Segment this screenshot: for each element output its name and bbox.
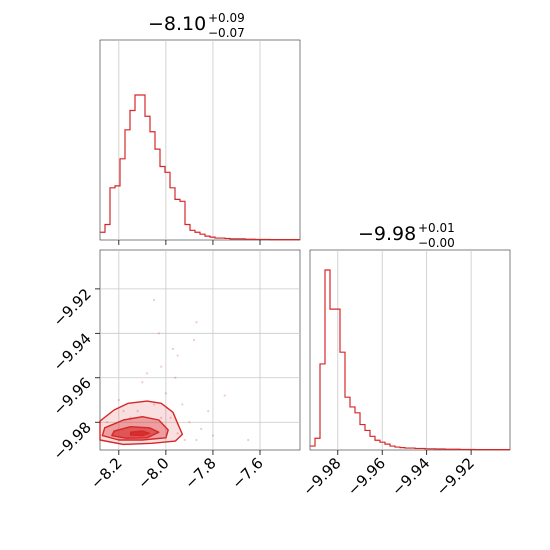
histogram-line-x [100,94,300,241]
scatter-point [136,410,139,413]
scatter-point [195,321,198,324]
scatter-point [157,332,160,335]
title-x-plus: +0.09 [208,11,245,25]
x-tick-label: −7.8 [181,454,219,492]
scatter-point [195,438,198,442]
scatter-point [211,434,215,437]
scatter-point [164,392,167,395]
scatter-point [141,381,144,384]
panel-bottom-right: −9.98 −9.96 −9.94 −9.92 −9.98 +0.01 −0.00 [299,221,511,499]
panel-top-left: −8.10 +0.09 −0.07 [99,11,301,245]
scatter-point [176,354,179,357]
panel-top-left-frame [99,39,301,241]
scatter-point [160,416,163,419]
x-tick-label: −8.2 [87,454,125,492]
x-tick-label: −9.94 [388,454,433,499]
scatter-point [176,432,179,435]
scatter-point [193,338,196,342]
scatter-point [160,365,163,368]
title-y-plus: +0.01 [418,221,455,235]
scatter-point [169,416,172,419]
y-tick-label: −9.94 [50,329,95,374]
x-tick-label: −9.98 [299,454,344,499]
panel-bottom-left-frame [99,249,301,451]
scatter-point [181,403,184,406]
x-tick-label: −8.0 [134,454,172,492]
scatter-point [117,398,120,402]
scatter-point [207,410,210,413]
y-tick-label: −9.98 [50,418,95,463]
title-y-value: −9.98 [358,223,416,245]
scatter-point [247,438,250,442]
y-tick-label: −9.92 [50,285,95,330]
title-x-value: −8.10 [148,13,206,35]
histogram-line-y [310,269,510,451]
contour-core [129,430,151,437]
title-x-minus: −0.07 [208,26,245,40]
panel-bottom-right-frame [309,249,511,451]
scatter-point [122,410,125,413]
scatter-point [174,376,177,379]
title-y-minus: −0.00 [418,236,455,250]
title-y: −9.98 [358,223,416,245]
scatter-point [105,421,109,424]
x-tick-label: −7.6 [228,454,266,492]
scatter-point [188,421,191,424]
scatter-point [153,298,156,302]
y-tick-label: −9.96 [50,374,95,419]
scatter-point [183,438,186,442]
panel-bottom-left: −8.2 −8.0 −7.8 −7.6 −9.98−9.96−9.94−9.92 [50,249,301,493]
title-x: −8.10 [148,13,206,35]
scatter-point [153,403,156,406]
scatter-point [223,394,226,397]
x-tick-label: −9.92 [433,454,478,499]
scatter-point [200,427,203,430]
scatter-point [145,372,149,375]
x-tick-label: −9.96 [344,454,389,499]
scatter-point [171,347,175,350]
